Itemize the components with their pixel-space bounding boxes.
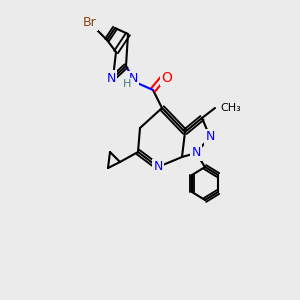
Text: H: H xyxy=(123,79,131,89)
Text: CH₃: CH₃ xyxy=(220,103,241,113)
Text: N: N xyxy=(205,130,215,143)
Text: O: O xyxy=(162,71,172,85)
Text: Br: Br xyxy=(83,16,97,29)
Text: N: N xyxy=(128,73,138,85)
Text: N: N xyxy=(153,160,163,173)
Text: N: N xyxy=(191,146,201,160)
Text: N: N xyxy=(106,71,116,85)
